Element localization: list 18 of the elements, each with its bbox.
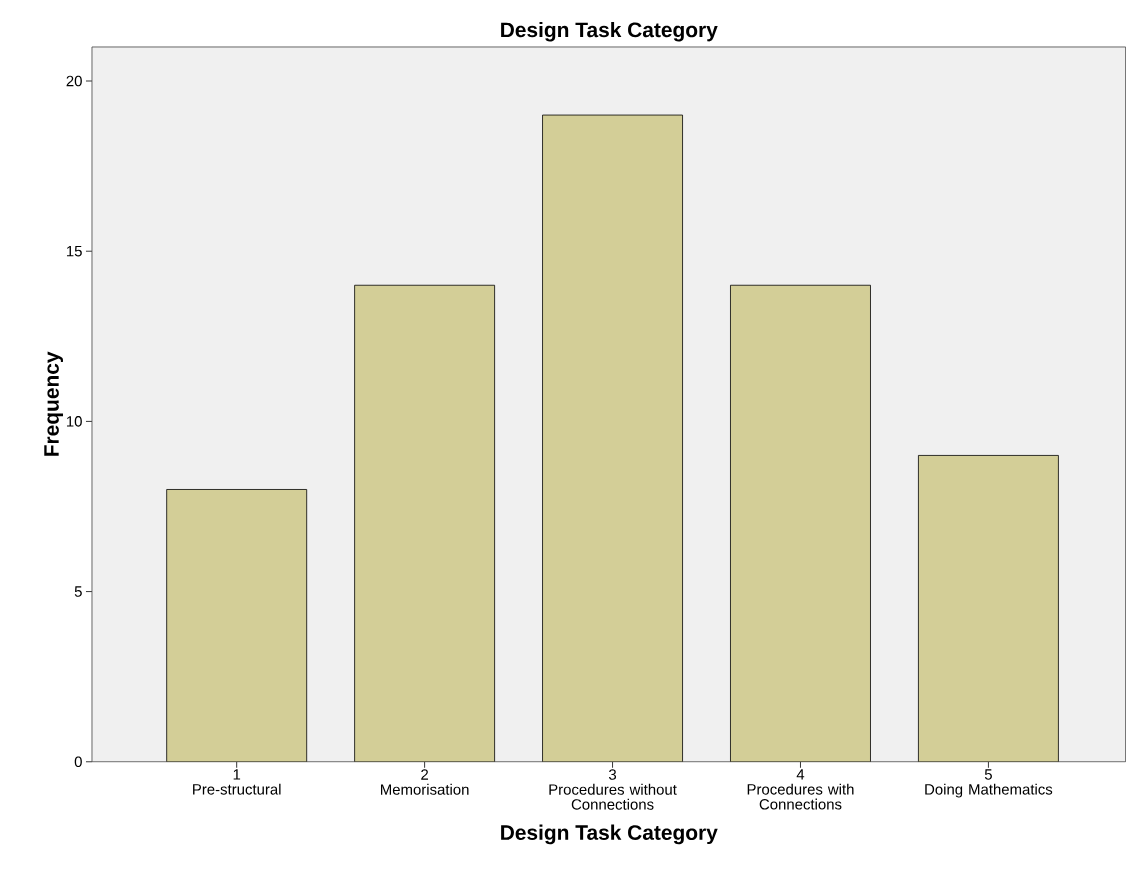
x-tick-label: 5 Doing Mathematics: [925, 769, 1053, 798]
bar: [354, 285, 495, 762]
bar: [542, 114, 683, 762]
y-tick-label: 15: [66, 246, 82, 257]
x-axis-title: Design Task Category: [501, 824, 718, 845]
x-tick-label: 4 Procedures with Connections: [747, 769, 854, 810]
bar: [730, 284, 871, 762]
chart-title: Design Task Category: [501, 22, 718, 42]
y-tick-label: 5: [74, 586, 82, 597]
bar: [166, 489, 308, 762]
x-tick-label: 3 Procedures without Connections: [549, 769, 677, 810]
x-tick-label: 1 Pre-structural: [193, 769, 281, 795]
y-tick-label: 10: [66, 416, 82, 427]
x-tick-label: 2 Memorisation: [381, 769, 469, 795]
y-tick-label: 0: [74, 756, 82, 768]
y-axis-title: Frequency: [44, 351, 64, 456]
bar: [918, 455, 1059, 762]
y-tick-label: 20: [66, 75, 82, 87]
